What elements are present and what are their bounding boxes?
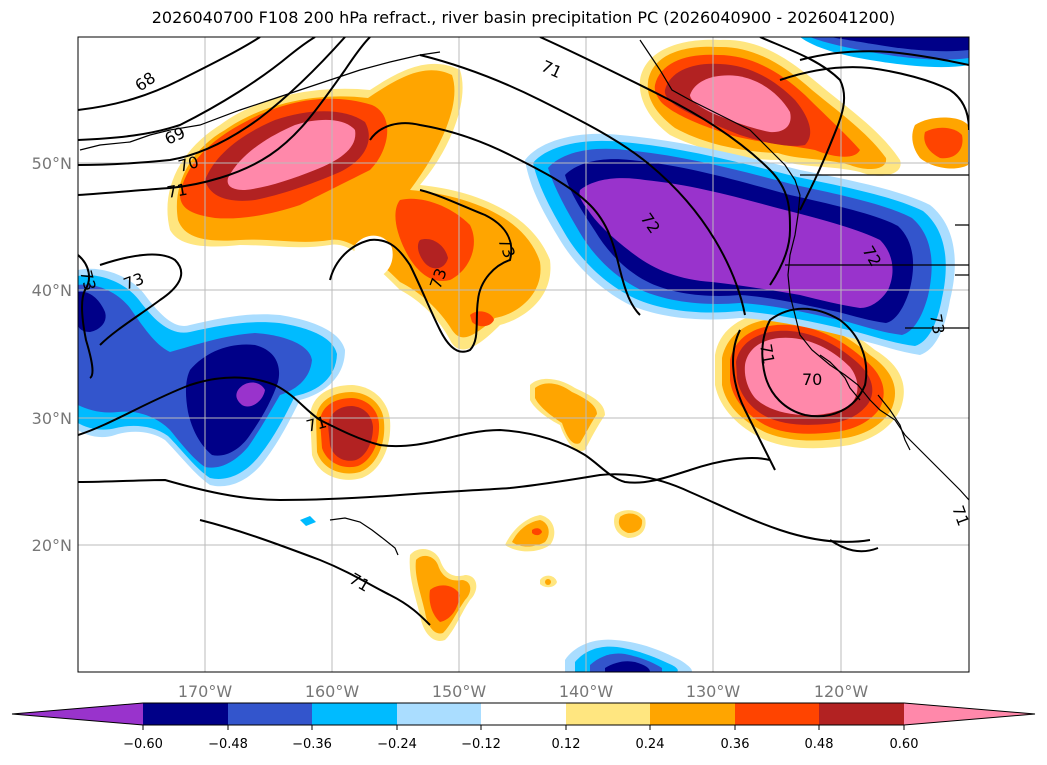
coastlines [79,39,969,556]
colorbar-tick-label: −0.48 [208,737,248,752]
colorbar-tick-label: 0.60 [890,737,919,752]
contour-label: 71 [165,180,188,202]
lon-label: 140°W [559,682,614,701]
colorbar-extend-low [12,703,143,725]
lon-label: 120°W [814,682,869,701]
lat-label: 30°N [32,409,72,428]
colorbar-tick-labels: −0.60 −0.48 −0.36 −0.24 −0.12 0.12 0.24 … [123,737,918,752]
colorbar-bin [481,703,566,725]
lon-label: 170°W [178,682,233,701]
lat-label: 40°N [32,281,72,300]
lat-label: 50°N [32,154,72,173]
colorbar-tick-label: −0.36 [292,737,332,752]
colorbar-tick-label: −0.12 [461,737,501,752]
colorbar-tick-label: −0.60 [123,737,163,752]
precip-anomaly-positive-subtropical [310,378,646,641]
colorbar-ticks [142,725,905,730]
lon-label: 150°W [432,682,487,701]
colorbar-tick-label: 0.24 [636,737,665,752]
lon-label: 130°W [686,682,741,701]
contour-label: 70 [802,370,822,389]
map-plot-area: 68 69 70 71 73 73 73 73 71 72 72 73 71 7… [76,37,973,672]
colorbar: −0.60 −0.48 −0.36 −0.24 −0.12 0.12 0.24 … [11,702,1036,752]
contour-label: 71 [756,342,778,365]
precip-anomaly-negative-band [525,133,955,355]
colorbar-tick-label: 0.48 [805,737,834,752]
map-title: 2026040700 F108 200 hPa refract., river … [151,8,896,27]
colorbar-bin [228,703,312,725]
colorbar-tick-label: −0.24 [377,737,417,752]
colorbar-tick-label: 0.36 [721,737,750,752]
colorbar-bin [819,703,904,725]
lat-label: 20°N [32,536,72,555]
precip-anomaly-negative-west-pacific [78,37,969,672]
map-frame [77,36,970,673]
contour-label: 70 [176,152,201,176]
colorbar-tick-label: 0.12 [552,737,581,752]
precip-anomaly-positive-central-pacific [167,63,551,350]
contour-label: 71 [304,412,329,436]
colorbar-bin [397,703,481,725]
lon-label: 160°W [305,682,360,701]
longitude-labels: 170°W 160°W 150°W 140°W 130°W 120°W [178,682,869,701]
colorbar-bin [650,703,735,725]
precip-anomaly-positive-gulf-of-alaska [639,39,968,176]
refractivity-contours [78,37,969,626]
colorbar-bin [143,703,228,725]
colorbar-bin [312,703,397,725]
contour-label: 73 [76,268,100,293]
contour-label: 71 [948,503,973,529]
contour-label: 73 [926,312,948,335]
colorbar-extend-high [904,703,1035,725]
graticule [78,37,969,672]
latitude-labels: 50°N 40°N 30°N 20°N [32,154,72,555]
colorbar-bin [735,703,819,725]
colorbar-bin [566,703,650,725]
